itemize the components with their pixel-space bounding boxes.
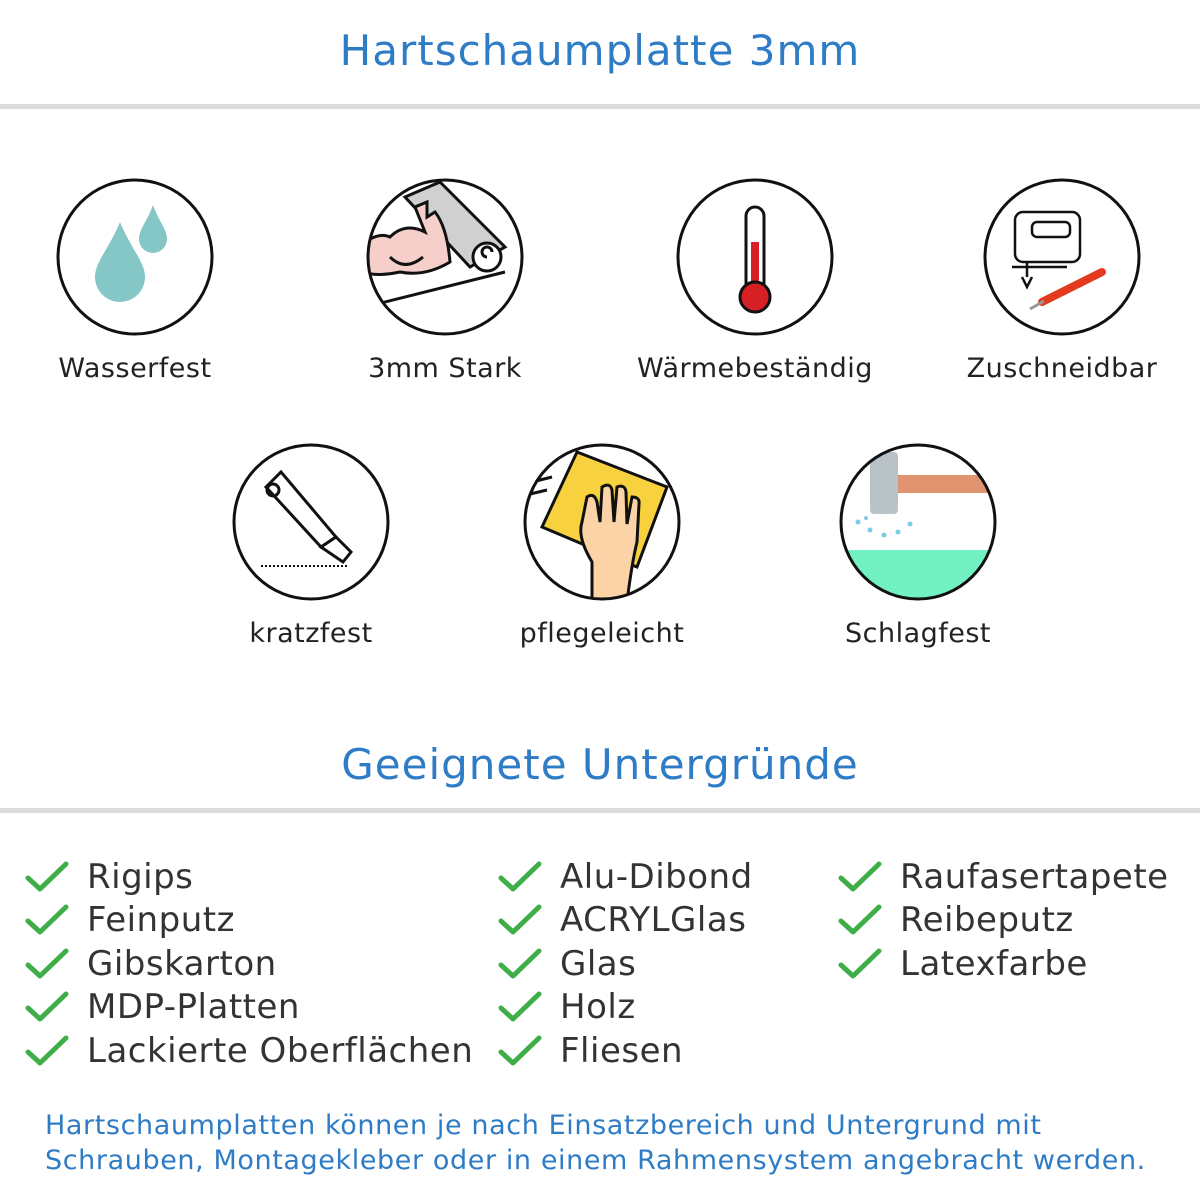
checkmark-icon (498, 1035, 542, 1066)
checkmark-icon (25, 904, 69, 935)
section-title: Geeignete Untergründe (341, 740, 859, 789)
divider (0, 104, 1200, 109)
strong-arm-icon (366, 178, 524, 336)
surface-item: Reibeputz (838, 899, 1169, 943)
hammer-icon (839, 443, 997, 601)
surface-item: Lackierte Oberflächen (25, 1029, 473, 1073)
checkmark-icon (838, 948, 882, 979)
surface-label: Latexfarbe (900, 943, 1088, 984)
feature-3mm-stark: 3mm Stark (295, 177, 595, 384)
feature-label: Schlagfest (844, 618, 992, 649)
checkmark-icon (498, 948, 542, 979)
hand-sponge-icon (523, 443, 681, 601)
surface-label: ACRYLGlas (560, 900, 747, 941)
surface-item: Holz (498, 986, 753, 1030)
surface-item: Gibskarton (25, 942, 473, 986)
feature-kratzfest: kratzfest (161, 442, 461, 649)
surface-item: Latexfarbe (838, 942, 1169, 986)
checkmark-icon (838, 904, 882, 935)
water-drops-icon (56, 178, 214, 336)
feature-label: Wärmebeständig (637, 353, 873, 384)
surface-label: Feinputz (87, 900, 235, 941)
surface-label: Raufasertapete (900, 856, 1169, 897)
feature-schlagfest: Schlagfest (768, 442, 1068, 649)
surface-label: Gibskarton (87, 943, 277, 984)
checkmark-icon (498, 991, 542, 1022)
checkmark-icon (25, 948, 69, 979)
surface-item: Feinputz (25, 899, 473, 943)
checkmark-icon (498, 904, 542, 935)
surface-label: MDP-Platten (87, 987, 300, 1028)
checkmark-icon (25, 991, 69, 1022)
surface-item: Raufasertapete (838, 855, 1169, 899)
surface-label: Reibeputz (900, 900, 1074, 941)
page-title: Hartschaumplatte 3mm (339, 26, 861, 75)
surface-label: Lackierte Oberflächen (87, 1030, 474, 1071)
feature-zuschneidbar: Zuschneidbar (912, 177, 1200, 384)
checkmark-icon (498, 861, 542, 892)
feature-label: Wasserfest (58, 353, 212, 384)
utility-knife-icon (232, 443, 390, 601)
jigsaw-cutter-icon (983, 178, 1141, 336)
surface-item: MDP-Platten (25, 986, 473, 1030)
footer-note: Hartschaumplatten können je nach Einsatz… (45, 1108, 1146, 1178)
feature-waermebestaendig: Wärmebeständig (605, 177, 905, 384)
surface-item: Rigips (25, 855, 473, 899)
checkmark-icon (838, 861, 882, 892)
feature-pflegeleicht: pflegeleicht (452, 442, 752, 649)
checkmark-icon (25, 861, 69, 892)
footer-line-1: Hartschaumplatten können je nach Einsatz… (45, 1110, 1042, 1141)
feature-label: kratzfest (249, 618, 373, 649)
surface-label: Fliesen (560, 1030, 684, 1071)
surface-item: Alu-Dibond (498, 855, 753, 899)
surface-list-col-2: Alu-Dibond ACRYLGlas Glas Holz Fliesen (498, 855, 753, 1073)
surface-label: Holz (560, 987, 636, 1028)
surface-item: Glas (498, 942, 753, 986)
surface-item: Fliesen (498, 1029, 753, 1073)
surface-label: Glas (560, 943, 637, 984)
thermometer-icon (676, 178, 834, 336)
surface-label: Alu-Dibond (560, 856, 753, 897)
footer-line-2: Schrauben, Montagekleber oder in einem R… (45, 1145, 1146, 1176)
checkmark-icon (25, 1035, 69, 1066)
feature-label: Zuschneidbar (966, 353, 1158, 384)
feature-label: pflegeleicht (519, 618, 685, 649)
divider (0, 808, 1200, 813)
feature-wasserfest: Wasserfest (0, 177, 285, 384)
surface-list-col-3: Raufasertapete Reibeputz Latexfarbe (838, 855, 1169, 986)
surface-label: Rigips (87, 856, 194, 897)
feature-label: 3mm Stark (368, 353, 522, 384)
surface-list-col-1: Rigips Feinputz Gibskarton MDP-Platten Lacki… (25, 855, 473, 1073)
surface-item: ACRYLGlas (498, 899, 753, 943)
